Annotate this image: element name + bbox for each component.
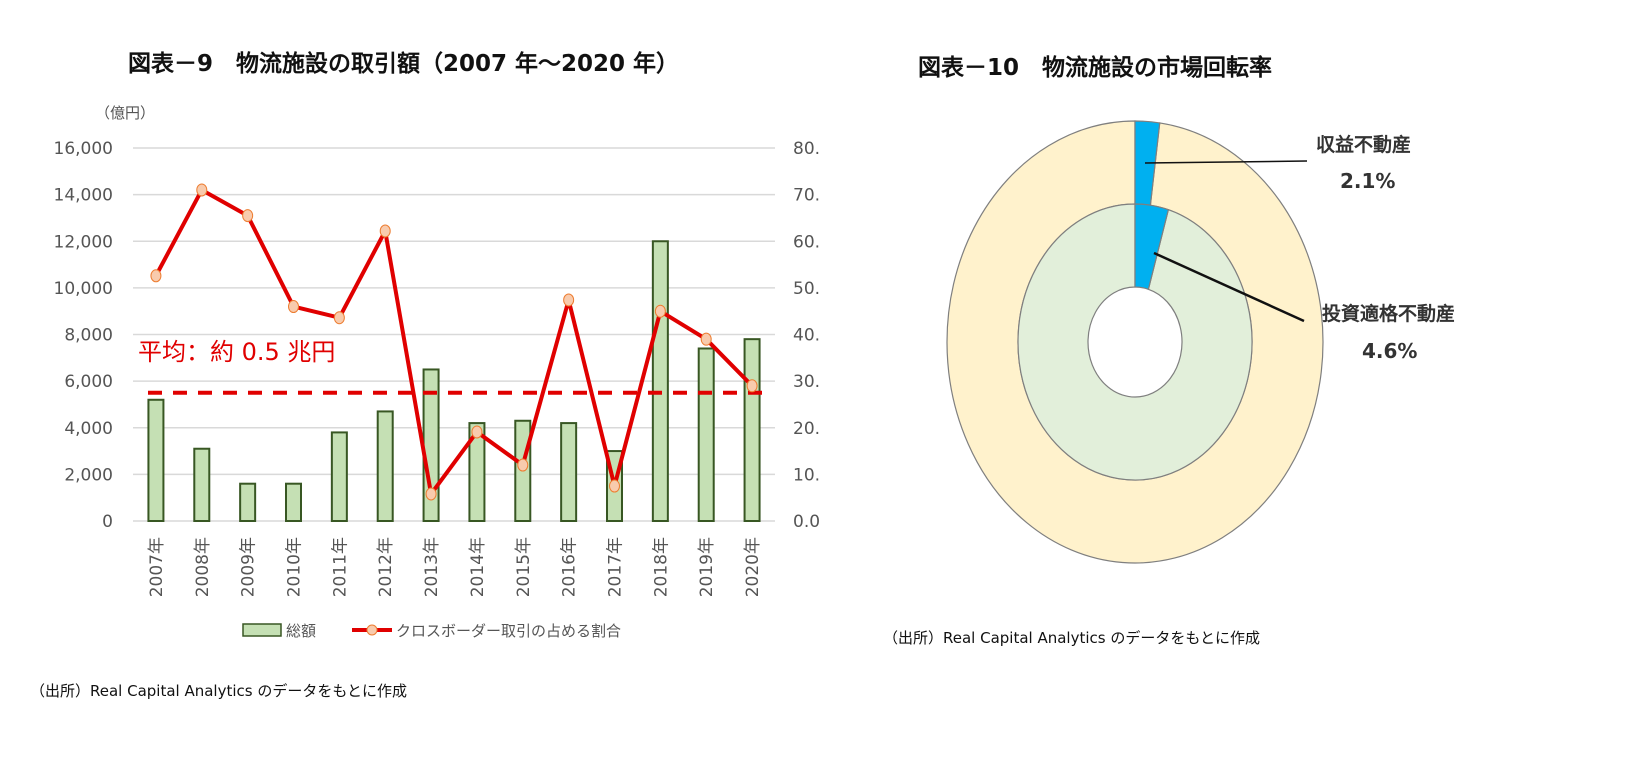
y-tick-label: 12,000 <box>54 232 113 252</box>
line-marker <box>288 300 299 314</box>
line-marker <box>333 311 345 325</box>
y-tick-label: 14,000 <box>54 186 113 206</box>
bar <box>468 422 486 522</box>
y-tick-label: 10,000 <box>54 279 113 299</box>
y2-tick-label: 70.0% <box>793 186 820 206</box>
chart9-source: （出所）Real Capital Analytics のデータをもとに作成 <box>30 682 408 700</box>
x-tick-label: 2007年 <box>147 537 167 597</box>
line-marker <box>746 379 758 393</box>
y-tick-label: 6,000 <box>64 372 113 392</box>
line-marker <box>242 209 254 223</box>
bar <box>193 447 211 523</box>
chart9-title: 図表－9 物流施設の取引額（2007 年～2020 年） <box>128 51 680 77</box>
x-tick-label: 2010年 <box>285 537 305 597</box>
y-tick-label: 4,000 <box>64 419 113 439</box>
line-marker <box>700 332 712 346</box>
legend-line-marker <box>366 624 378 636</box>
line-marker <box>471 425 483 439</box>
donut-slice-rest <box>1017 203 1253 481</box>
line-marker <box>563 293 575 307</box>
legend-line-label: クロスボーダー取引の占める割合 <box>396 622 621 640</box>
bar <box>285 482 302 523</box>
line-marker <box>379 224 391 238</box>
bar <box>239 482 257 523</box>
line-marker <box>425 487 437 501</box>
bar <box>376 410 394 522</box>
y-tick-label: 8,000 <box>64 326 113 346</box>
outer-ring-value: 2.1% <box>1340 169 1395 193</box>
donut-chart: 収益不動産 2.1% 投資適格不動産 4.6% <box>946 120 1455 564</box>
bar-line-chart: 0 2,000 4,000 6,000 8,000 10,000 12,000 14,000 1… <box>54 104 820 640</box>
outer-ring-label: 収益不動産 <box>1316 133 1411 156</box>
leader-line <box>1144 160 1308 164</box>
y2-tick-label: 30.0% <box>793 372 820 392</box>
line-marker <box>654 304 666 318</box>
inner-ring-value: 4.6% <box>1362 339 1417 363</box>
y2-tick-label: 60.0% <box>793 232 820 252</box>
line-marker <box>609 479 620 493</box>
line-series <box>154 187 754 496</box>
inner-ring-label: 投資適格不動産 <box>1322 302 1455 325</box>
chart10-source: （出所）Real Capital Analytics のデータをもとに作成 <box>883 629 1261 647</box>
bar <box>330 431 348 523</box>
y-axis-unit: （億円） <box>95 104 155 122</box>
legend-bar-label: 総額 <box>286 622 316 640</box>
x-tick-label: 2014年 <box>468 537 488 597</box>
x-tick-label: 2012年 <box>376 537 396 597</box>
chart10-title: 図表－10 物流施設の市場回転率 <box>918 55 1273 81</box>
y-tick-label: 2,000 <box>64 465 113 485</box>
line-marker <box>517 458 529 472</box>
y2-tick-label: 50.0% <box>793 279 820 299</box>
line-marker <box>196 183 208 197</box>
x-tick-label: 2013年 <box>422 537 442 597</box>
bar <box>560 422 578 522</box>
leader-line <box>1153 251 1305 323</box>
average-label: 平均：約 0.5 兆円 <box>138 338 335 366</box>
y-tick-label: 16,000 <box>54 139 113 159</box>
x-tick-label: 2008年 <box>193 537 213 597</box>
x-tick-label: 2016年 <box>560 537 580 597</box>
x-tick-label: 2009年 <box>239 537 259 597</box>
x-tick-label: 2018年 <box>651 537 671 597</box>
x-tick-label: 2019年 <box>697 537 717 597</box>
y2-tick-label: 40.0% <box>793 326 820 346</box>
legend-bar-swatch <box>242 623 282 637</box>
y2-tick-label: 0.0% <box>793 512 820 532</box>
x-tick-label: 2011年 <box>330 537 350 597</box>
y2-tick-label: 10.0% <box>793 465 820 485</box>
y2-tick-label: 20.0% <box>793 419 820 439</box>
x-tick-label: 2015年 <box>514 537 534 597</box>
bar <box>147 398 165 522</box>
x-tick-label: 2020年 <box>743 537 763 597</box>
y-tick-label: 0 <box>102 512 113 532</box>
line-marker <box>150 269 162 283</box>
y2-tick-label: 80.0% <box>793 139 820 159</box>
donut-slice-inner <box>1134 203 1170 291</box>
x-tick-label: 2017年 <box>606 537 626 597</box>
